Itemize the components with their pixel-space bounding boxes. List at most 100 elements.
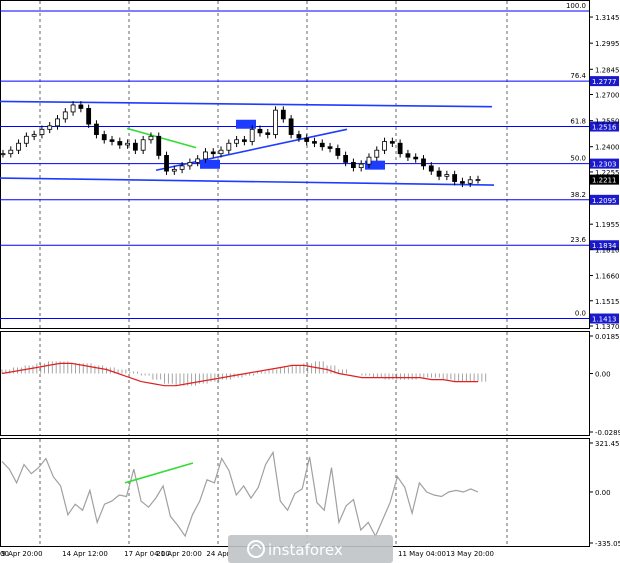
time-tick-label: 21 Apr 20:00 — [156, 550, 202, 558]
fib-price-box — [590, 194, 619, 205]
price-bar-body — [382, 141, 387, 151]
fib-price-label: 1.2777 — [592, 78, 617, 86]
price-bar-body — [203, 151, 208, 160]
price-bar-body — [62, 111, 68, 120]
price-bar-body — [319, 142, 325, 148]
price-bar-body — [366, 156, 372, 165]
fib-price-box — [590, 76, 619, 87]
price-tick-label: 1.2845 — [595, 66, 620, 74]
price-bar-body — [460, 181, 465, 184]
fib-level-label: 23.6 — [570, 236, 586, 244]
price-bar-body — [78, 104, 84, 109]
fib-price-label: 1.2516 — [592, 124, 617, 132]
price-bar-body — [0, 153, 6, 156]
time-tick-label: 24 Apr — [206, 550, 229, 558]
fib-level-label: 0.0 — [575, 310, 586, 318]
price-bar-body — [241, 139, 247, 142]
price-bar-body — [288, 118, 294, 135]
oscillator-line — [1, 450, 479, 538]
price-bar-body — [187, 161, 193, 167]
price-bar-body — [125, 142, 130, 146]
macd-tick-label: -0.02892 — [595, 429, 620, 437]
macd-signal-line — [1, 362, 478, 387]
fib-level-label: 100.0 — [566, 2, 586, 10]
price-bar-body — [234, 139, 240, 144]
price-bar-body — [475, 179, 481, 182]
time-tick-label: 14 Apr 12:00 — [62, 550, 108, 558]
price-bar-body — [452, 174, 458, 182]
price-tick-label: 1.1370 — [595, 323, 620, 331]
signal-marker — [365, 160, 385, 170]
price-bar-body — [296, 134, 302, 139]
price-tick-label: 1.2995 — [595, 40, 620, 48]
time-tick-label: 00 — [0, 550, 9, 558]
price-panel-frame — [0, 0, 590, 329]
price-bar-body — [86, 108, 92, 125]
price-bar-body — [436, 170, 442, 177]
price-tick-label: 1.1660 — [595, 273, 620, 281]
price-bar-body — [444, 174, 450, 177]
price-bar-body — [218, 149, 224, 155]
price-bar-body — [421, 158, 426, 167]
macd-tick-label: 0.00 — [595, 371, 611, 379]
price-bar-body — [397, 142, 403, 155]
oscillator-panel-frame — [0, 438, 590, 547]
price-bar-body — [405, 153, 411, 158]
price-bar-body — [280, 109, 286, 120]
channel-lower-line — [0, 177, 495, 186]
current-price-label: 1.2211 — [592, 177, 617, 185]
price-tick-label: 1.1810 — [595, 246, 620, 254]
macd-panel-frame — [0, 331, 590, 436]
watermark: instaforex — [228, 535, 393, 563]
divergence-line-price — [126, 127, 197, 149]
fib-level-label: 61.8 — [570, 118, 586, 126]
vertical-grid — [39, 1, 508, 546]
price-bar-body — [428, 165, 434, 172]
channel-lines — [0, 100, 495, 186]
price-bar-body — [55, 118, 60, 127]
channel-upper-line — [0, 100, 493, 108]
price-tick-label: 1.2550 — [595, 118, 620, 126]
price-bar-body — [148, 135, 154, 141]
fib-price-label: 1.1834 — [592, 242, 617, 250]
fib-level-label: 38.2 — [570, 191, 586, 199]
signal-marker — [200, 159, 220, 169]
watermark-text: instaforex — [268, 541, 343, 559]
price-bar-body — [47, 125, 53, 130]
price-bar-body — [171, 168, 177, 172]
fib-price-box — [590, 313, 619, 324]
price-bar-body — [94, 123, 99, 135]
price-bar-body — [358, 163, 364, 169]
time-tick-label: 9 Apr 20:00 — [1, 550, 42, 558]
price-tick-label: 1.3145 — [595, 14, 620, 22]
macd-tick-label: 0.01856 — [595, 333, 620, 341]
price-tick-label: 1.2255 — [595, 169, 620, 177]
macd-indicator: 0.01856 0.00 -0.02892 — [1, 333, 620, 437]
oscillator-indicator: 321.4533 0.00 -335.0506 — [1, 440, 620, 548]
price-bar-body — [23, 135, 29, 144]
fib-price-label: 1.1413 — [592, 316, 617, 324]
price-axis: 1.3145 1.2995 1.2845 1.2700 1.2550 1.2400 1.22… — [589, 14, 620, 331]
price-bar-body — [156, 135, 162, 156]
price-bars — [0, 101, 481, 188]
price-bar-body — [374, 149, 380, 158]
price-bar-body — [343, 155, 349, 163]
price-tick-label: 1.1515 — [595, 298, 620, 306]
price-bar-body — [249, 128, 255, 142]
price-bar-body — [327, 146, 333, 149]
price-bar-body — [304, 137, 310, 142]
fib-price-label: 1.2303 — [592, 161, 617, 169]
fib-level-label: 50.0 — [570, 155, 586, 163]
osc-tick-label: 0.00 — [595, 489, 611, 497]
osc-tick-label: 321.4533 — [595, 440, 620, 448]
price-bar-body — [101, 134, 107, 141]
price-bar-body — [335, 148, 341, 156]
osc-tick-label: -335.0506 — [595, 540, 620, 548]
time-axis: 009 Apr 20:00 14 Apr 12:00 17 Apr 04:0021 … — [0, 550, 494, 558]
watermark-logo-icon — [247, 540, 265, 558]
price-bar-body — [164, 155, 169, 172]
price-tick-label: 1.2400 — [595, 144, 620, 152]
price-bar-body — [140, 139, 146, 151]
price-bar-body — [226, 142, 232, 151]
